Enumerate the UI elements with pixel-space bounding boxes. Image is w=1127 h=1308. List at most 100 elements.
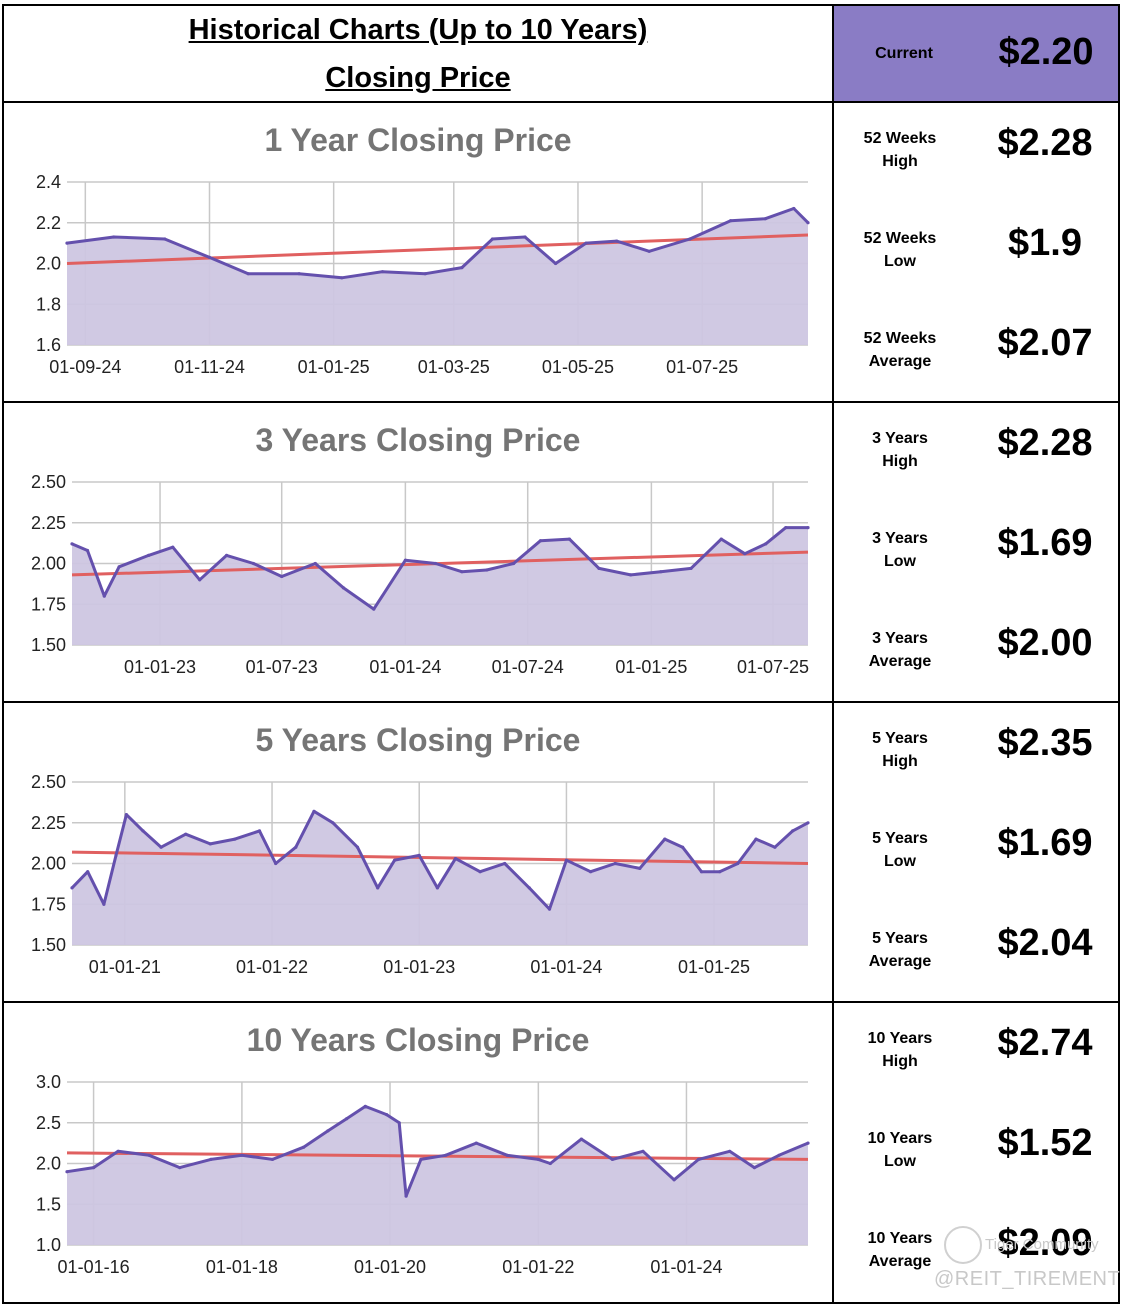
data-point — [490, 237, 495, 241]
data-point — [718, 870, 722, 874]
stat-value: $2.09 — [997, 1222, 1093, 1264]
data-point — [92, 1166, 96, 1170]
chart-title: 1 Year Closing Price — [264, 122, 572, 158]
data-point — [86, 870, 90, 874]
data-point — [112, 235, 116, 239]
stat-value: $2.00 — [997, 622, 1093, 664]
x-tick-label: 01-01-24 — [369, 657, 441, 677]
data-point — [754, 837, 758, 841]
data-point — [505, 1153, 509, 1157]
data-point — [184, 832, 188, 836]
data-point — [102, 594, 106, 598]
data-point — [208, 842, 212, 846]
data-point — [697, 1157, 701, 1161]
data-point — [743, 552, 747, 556]
row-divider — [4, 101, 1118, 103]
x-tick-label: 01-01-25 — [615, 657, 687, 677]
price-line — [66, 1104, 809, 1198]
area-fill — [72, 811, 808, 945]
data-point — [171, 545, 175, 549]
stat-label: 5 Years Average — [830, 927, 970, 973]
data-point — [638, 866, 642, 870]
data-point — [435, 886, 439, 890]
x-tick-label: 01-09-24 — [49, 357, 121, 377]
stat-value: $2.28 — [997, 422, 1093, 464]
x-tick-label: 01-07-23 — [246, 657, 318, 677]
stat-label: 10 Years High — [830, 1027, 970, 1073]
stat-label-line1: 3 Years — [872, 530, 928, 547]
data-point — [114, 853, 118, 857]
stat-label-line1: 5 Years — [872, 930, 928, 947]
data-point — [527, 886, 531, 890]
stat-label: 5 Years High — [830, 727, 970, 773]
data-point — [341, 586, 346, 590]
price-line — [70, 809, 809, 911]
data-point — [460, 570, 464, 574]
data-point — [672, 1178, 676, 1182]
data-point — [124, 813, 128, 817]
data-point — [548, 1161, 552, 1166]
y-tick-label: 2.5 — [36, 1113, 61, 1133]
x-tick-label: 01-01-22 — [236, 957, 308, 977]
current-price-box: Current $2.20 — [834, 6, 1118, 101]
stat-label-line1: 52 Weeks — [863, 330, 937, 347]
chart-title: 10 Years Closing Price — [246, 1022, 590, 1058]
data-point — [163, 237, 167, 241]
data-point — [117, 565, 121, 569]
data-point — [147, 1153, 151, 1157]
stat-value: $2.04 — [997, 922, 1093, 964]
data-point — [404, 1194, 408, 1198]
stat-label: 3 Years High — [830, 427, 970, 473]
data-point — [629, 573, 633, 577]
data-point — [380, 270, 385, 274]
data-point — [147, 553, 151, 557]
data-point — [681, 845, 685, 849]
x-tick-label: 01-01-21 — [89, 957, 161, 977]
area-fill — [72, 527, 808, 645]
data-point — [485, 568, 489, 572]
y-tick-label: 1.8 — [36, 294, 61, 314]
data-point — [423, 272, 427, 276]
data-point — [355, 845, 360, 849]
y-tick-label: 1.6 — [36, 335, 61, 355]
line-chart: 1.50 1.75 2.00 2.25 2.50 01-01-23 01-07-23 01-0… — [31, 472, 810, 677]
y-tick-label: 1.75 — [31, 894, 66, 914]
chart-title: 3 Years Closing Price — [255, 422, 581, 458]
data-point — [313, 561, 317, 566]
data-point — [567, 537, 572, 541]
data-point — [385, 1113, 389, 1117]
stat-value: $1.69 — [997, 822, 1093, 864]
current-label: Current — [875, 45, 933, 62]
data-point — [478, 870, 482, 874]
x-tick-label: 01-01-18 — [206, 1257, 278, 1277]
x-tick-label: 01-01-20 — [354, 1257, 426, 1277]
data-point — [372, 607, 376, 611]
data-point — [240, 1153, 244, 1157]
data-point — [610, 1157, 615, 1161]
stat-value: $2.07 — [997, 322, 1093, 364]
y-tick-label: 1.5 — [36, 1194, 61, 1214]
data-point — [699, 870, 704, 874]
data-point — [403, 558, 407, 562]
data-point — [297, 272, 301, 276]
x-tick-label: 01-03-25 — [418, 357, 490, 377]
data-point — [791, 829, 795, 833]
column-divider — [832, 6, 834, 1302]
y-tick-label: 3.0 — [36, 1072, 61, 1092]
y-tick-label: 2.0 — [36, 254, 61, 274]
page-subtitle: Closing Price — [325, 62, 511, 94]
x-tick-label: 01-01-24 — [650, 1257, 722, 1277]
y-tick-label: 2.50 — [31, 772, 66, 792]
data-point — [728, 1149, 732, 1153]
data-point — [538, 539, 543, 543]
x-tick-label: 01-01-23 — [124, 657, 196, 677]
line-chart: 1.6 1.8 2.0 2.2 2.4 01-09-24 01-11-24 01-01-25 0… — [36, 172, 810, 377]
stat-label-line1: 10 Years — [867, 1030, 933, 1047]
data-point — [792, 206, 796, 211]
data-point — [198, 578, 202, 582]
data-point — [512, 561, 516, 566]
data-point — [70, 542, 74, 546]
stat-label-line2: Low — [884, 553, 916, 570]
stat-label-line2: High — [882, 1053, 918, 1070]
data-point — [729, 219, 733, 223]
